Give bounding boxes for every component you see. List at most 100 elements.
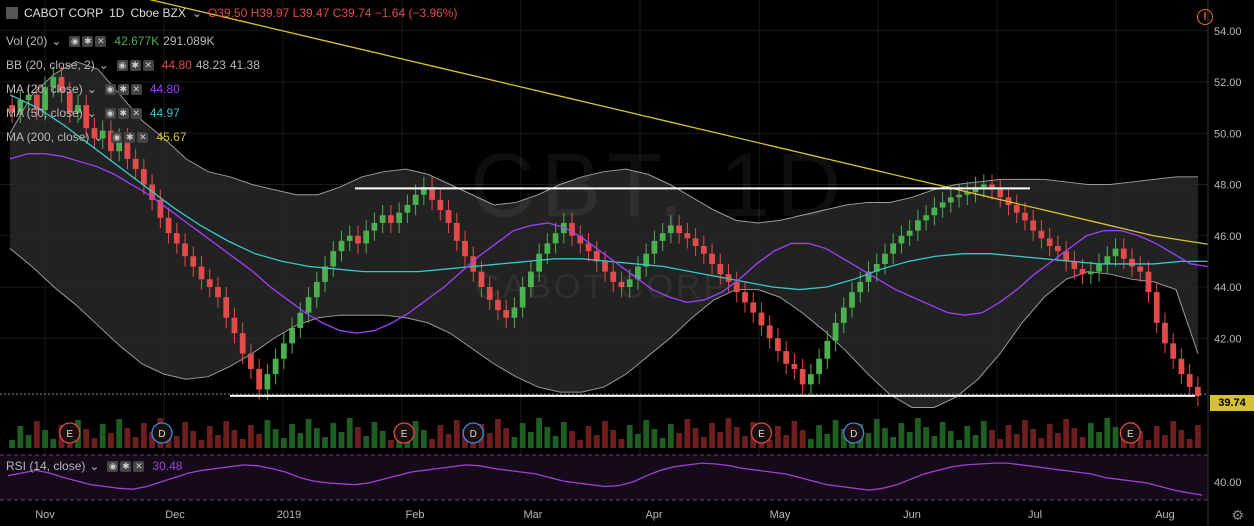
chevron-down-icon[interactable]: ⌄ bbox=[191, 6, 202, 20]
volume-bar bbox=[231, 430, 238, 448]
volume-bar bbox=[667, 424, 674, 448]
volume-bar bbox=[1071, 428, 1078, 448]
candle-body bbox=[816, 358, 822, 375]
close-icon[interactable]: ✕ bbox=[133, 460, 145, 472]
warning-icon[interactable]: ! bbox=[1197, 9, 1213, 25]
indicator-row-bb[interactable]: BB (20, close, 2) ⌄ ◉ ✱ ✕ 44.80 48.23 41.3… bbox=[6, 58, 260, 72]
candle-body bbox=[915, 220, 921, 231]
volume-bar bbox=[824, 434, 831, 448]
y-tick-label: 50.00 bbox=[1214, 128, 1242, 140]
watermark-name: CABOT CORP bbox=[475, 268, 730, 306]
chevron-down-icon[interactable]: ⌄ bbox=[51, 34, 62, 48]
volume-bar bbox=[1195, 425, 1201, 448]
candle-body bbox=[651, 240, 658, 254]
exchange-label[interactable]: Cboe BZX bbox=[130, 6, 186, 20]
high-value: H39.97 bbox=[250, 6, 290, 20]
eye-icon[interactable]: ◉ bbox=[111, 131, 123, 143]
indicator-value: 48.23 bbox=[195, 58, 226, 72]
indicator-row-ma200[interactable]: MA (200, close) ⌄ ◉ ✱ ✕ 45.67 bbox=[6, 130, 186, 144]
volume-bar bbox=[1186, 439, 1193, 448]
eye-icon[interactable]: ◉ bbox=[104, 83, 116, 95]
candle-body bbox=[495, 299, 501, 311]
gear-icon[interactable]: ✱ bbox=[117, 107, 129, 119]
rsi-tick-label: 40.00 bbox=[1214, 477, 1242, 489]
volume-bar bbox=[1030, 429, 1037, 448]
candle-body bbox=[775, 338, 781, 352]
gear-icon[interactable]: ✱ bbox=[129, 59, 141, 71]
indicator-row-vol[interactable]: Vol (20) ⌄ ◉ ✱ ✕ 42.677K 291.089K bbox=[6, 34, 215, 48]
candle-body bbox=[25, 94, 32, 100]
chevron-down-icon[interactable]: ⌄ bbox=[93, 130, 104, 144]
candle-body bbox=[1137, 266, 1144, 272]
volume-bar bbox=[9, 440, 15, 448]
indicator-label: Vol (20) bbox=[6, 34, 48, 48]
gear-icon[interactable]: ✱ bbox=[124, 131, 136, 143]
volume-bar bbox=[256, 434, 263, 448]
candle-body bbox=[882, 253, 888, 264]
close-icon[interactable]: ✕ bbox=[95, 35, 107, 47]
volume-bar bbox=[832, 420, 839, 448]
horizontal-lines[interactable] bbox=[0, 187, 1208, 397]
indicator-controls[interactable]: ◉ ✱ ✕ bbox=[69, 35, 107, 47]
eye-icon[interactable]: ◉ bbox=[116, 59, 128, 71]
volume-bar bbox=[33, 421, 40, 448]
gear-icon[interactable]: ✱ bbox=[120, 460, 132, 472]
x-tick-label: Feb bbox=[406, 509, 425, 521]
event-label: E bbox=[758, 429, 765, 440]
volume-bar bbox=[420, 430, 427, 448]
volume-bar bbox=[552, 436, 559, 448]
volume-bar bbox=[1005, 425, 1012, 448]
indicator-row-ma20[interactable]: MA (20, close) ⌄ ◉ ✱ ✕ 44.80 bbox=[6, 82, 180, 96]
volume-bar bbox=[206, 426, 213, 448]
eye-icon[interactable]: ◉ bbox=[107, 460, 119, 472]
volume-bar bbox=[1120, 436, 1127, 448]
indicator-controls[interactable]: ◉ ✱ ✕ bbox=[116, 59, 154, 71]
volume-bar bbox=[651, 429, 658, 448]
chevron-down-icon[interactable]: ⌄ bbox=[86, 82, 97, 96]
volume-bar bbox=[412, 421, 419, 448]
candle-body bbox=[519, 287, 526, 308]
volume-bar bbox=[865, 433, 872, 448]
indicator-value: 42.677K bbox=[114, 34, 160, 48]
volume-bar bbox=[766, 440, 773, 448]
eye-icon[interactable]: ◉ bbox=[104, 107, 116, 119]
volume-bar bbox=[610, 430, 617, 448]
indicator-row-rsi[interactable]: RSI (14, close) ⌄ ◉ ✱ ✕ 30.48 bbox=[6, 459, 182, 473]
gear-icon[interactable]: ⚙ bbox=[1231, 507, 1244, 523]
indicator-controls[interactable]: ◉ ✱ ✕ bbox=[111, 131, 149, 143]
gear-icon[interactable]: ✱ bbox=[117, 83, 129, 95]
indicator-row-ma50[interactable]: MA (50, close) ⌄ ◉ ✱ ✕ 44.97 bbox=[6, 106, 180, 120]
candle-body bbox=[1120, 248, 1127, 259]
chevron-down-icon[interactable]: ⌄ bbox=[89, 459, 100, 473]
close-icon[interactable]: ✕ bbox=[130, 83, 142, 95]
interval-label[interactable]: 1D bbox=[109, 6, 125, 20]
volume-bar bbox=[602, 421, 608, 448]
indicator-controls[interactable]: ◉ ✱ ✕ bbox=[104, 83, 142, 95]
candle-body bbox=[593, 251, 600, 262]
candle-body bbox=[1079, 269, 1086, 275]
volume-bar bbox=[700, 437, 707, 448]
close-icon[interactable]: ✕ bbox=[137, 131, 149, 143]
close-icon[interactable]: ✕ bbox=[130, 107, 142, 119]
candle-body bbox=[66, 92, 73, 113]
candle-body bbox=[1195, 386, 1201, 397]
volume-bar bbox=[956, 440, 962, 448]
close-icon[interactable]: ✕ bbox=[142, 59, 154, 71]
volume-bar bbox=[511, 437, 518, 448]
candle-body bbox=[412, 194, 419, 205]
candle-body bbox=[857, 281, 864, 293]
candle-body bbox=[42, 87, 48, 111]
candle-body bbox=[898, 235, 905, 244]
chevron-down-icon[interactable]: ⌄ bbox=[98, 58, 109, 72]
symbol-label[interactable]: CABOT CORP bbox=[24, 6, 104, 20]
eye-icon[interactable]: ◉ bbox=[69, 35, 81, 47]
y-tick-label: 54.00 bbox=[1214, 26, 1242, 38]
indicator-controls[interactable]: ◉ ✱ ✕ bbox=[104, 107, 142, 119]
collapse-icon[interactable] bbox=[6, 7, 18, 19]
gear-icon[interactable]: ✱ bbox=[82, 35, 94, 47]
indicator-controls[interactable]: ◉ ✱ ✕ bbox=[107, 460, 145, 472]
chevron-down-icon[interactable]: ⌄ bbox=[86, 106, 97, 120]
candle-body bbox=[272, 358, 279, 375]
